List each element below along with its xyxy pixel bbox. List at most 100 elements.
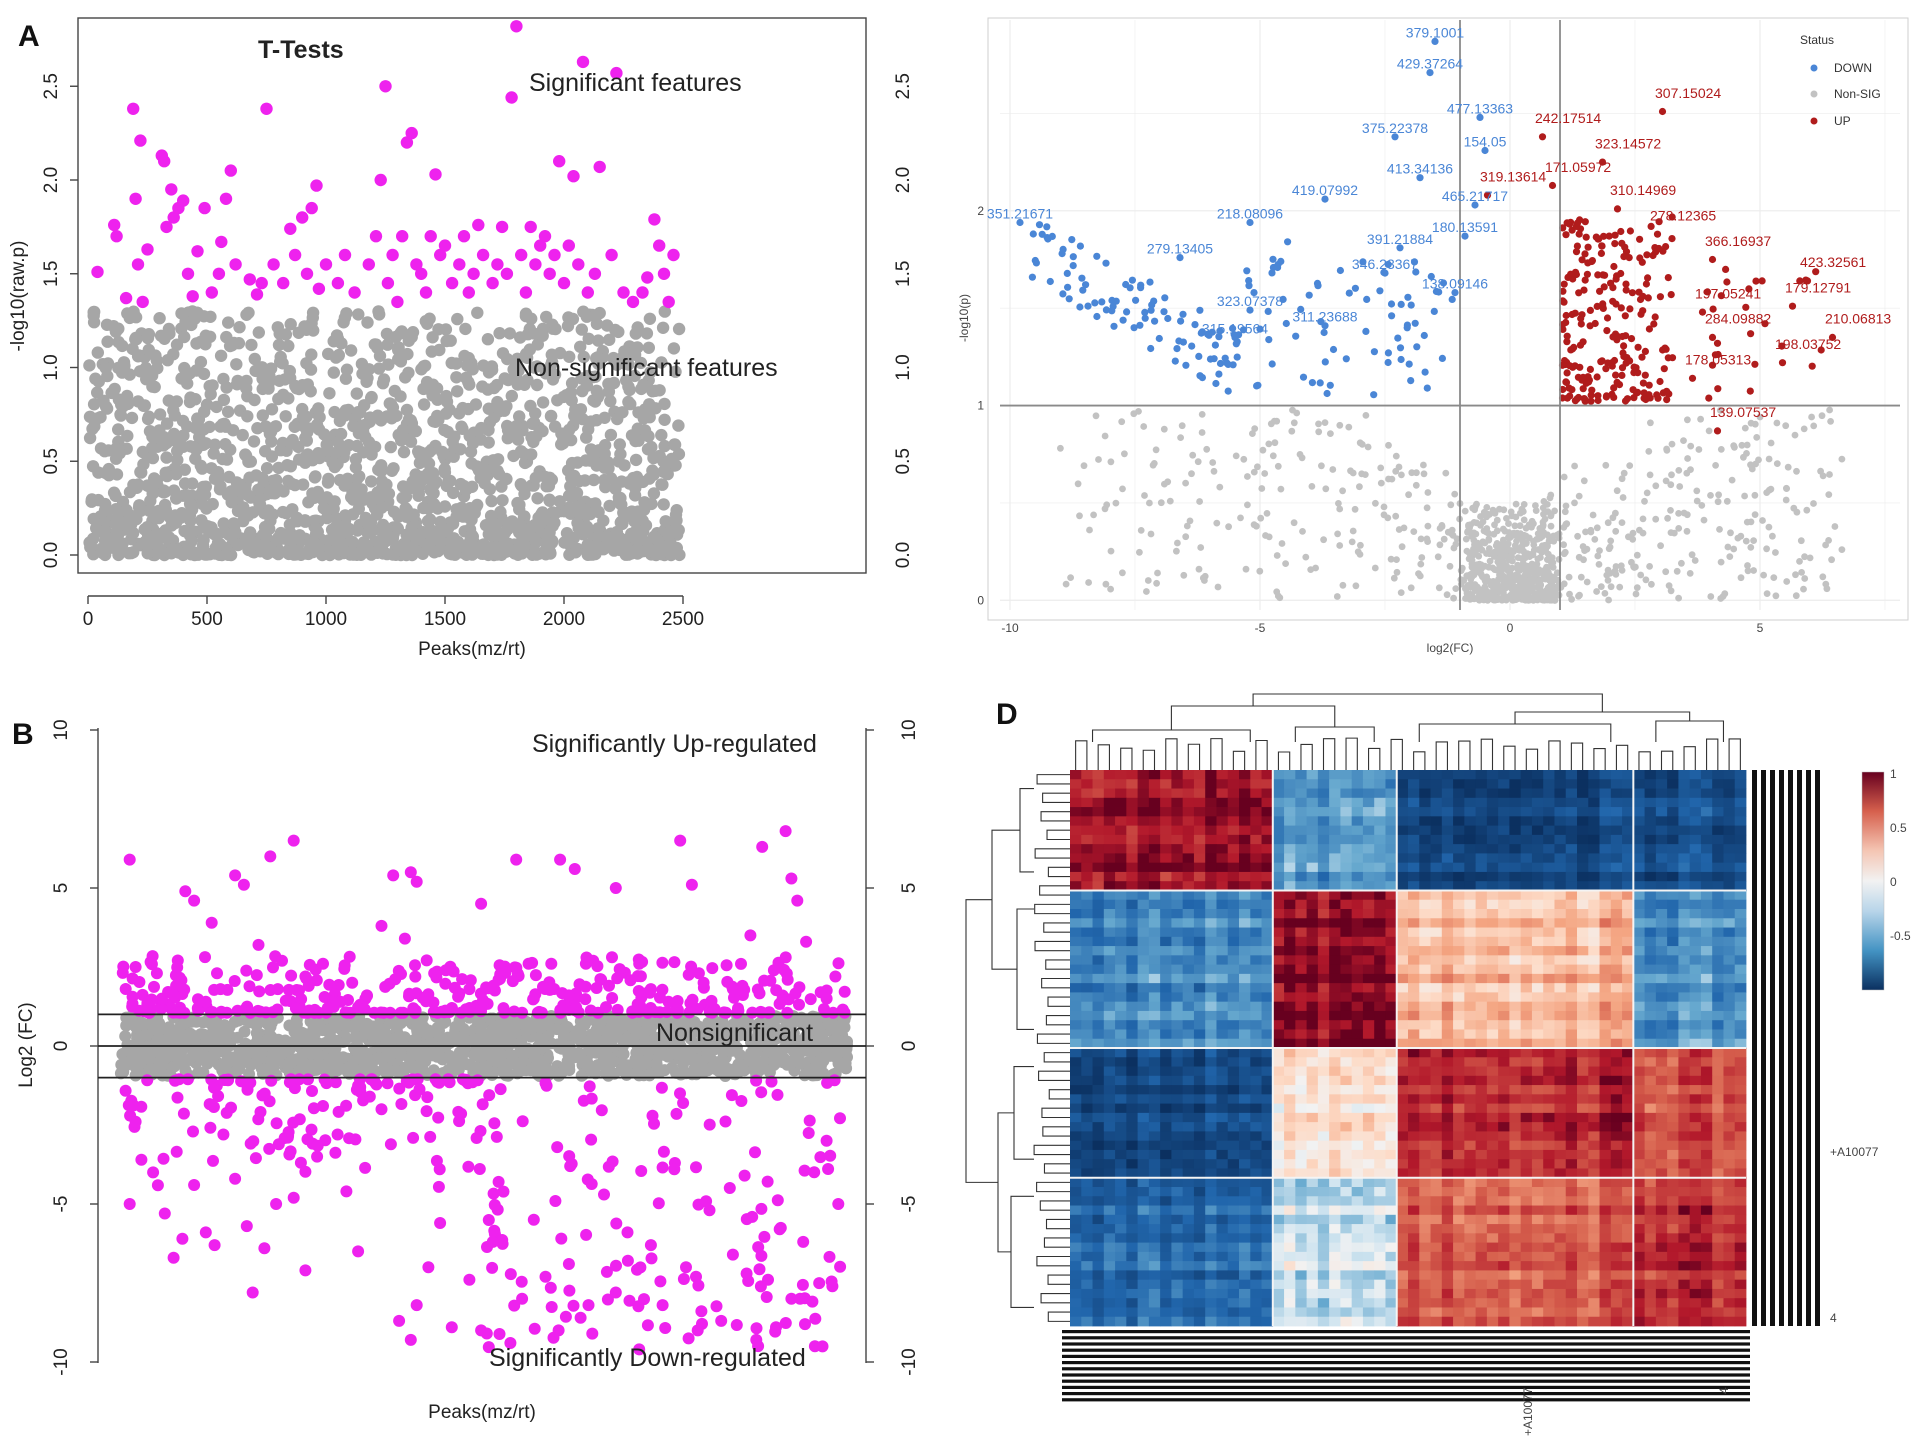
nonsig-point (1675, 594, 1682, 602)
sig-point (267, 258, 280, 271)
sig-point (834, 1260, 847, 1273)
nonsig-point (1398, 471, 1405, 479)
sig-point (127, 102, 140, 116)
sig-point (343, 1132, 356, 1145)
nonsig-point (385, 464, 399, 477)
sig-point (682, 1332, 695, 1345)
nonsig-point (99, 361, 113, 375)
nonsig-point (529, 535, 543, 549)
nonsig-point (141, 547, 154, 560)
nonsig-point (361, 316, 374, 329)
nonsig-point (397, 445, 411, 459)
sig-point (732, 1002, 744, 1015)
nonsig-point (274, 1049, 287, 1062)
nonsig-point (659, 515, 672, 528)
nonsig-point (1763, 590, 1771, 597)
nonsig-point (1451, 490, 1459, 498)
nonsig-point (366, 1030, 379, 1043)
nonsig-point (650, 1058, 663, 1071)
nonsig-point (543, 494, 556, 507)
nonsig-point (1652, 515, 1660, 523)
sig-point (486, 1235, 499, 1248)
nonsig-point (1511, 522, 1519, 530)
nonsig-point (1240, 455, 1248, 463)
sig-point (610, 1259, 622, 1272)
nonsig-point (214, 420, 227, 433)
nonsig-point (1121, 450, 1128, 458)
nonsig-point (485, 360, 499, 373)
nonsig-point (1693, 487, 1701, 495)
nonsig-point (382, 1032, 395, 1045)
nonsig-point (578, 474, 592, 487)
sig-point (600, 1001, 612, 1014)
nonsig-point (197, 367, 211, 381)
nonsig-point (1629, 535, 1637, 543)
sig-point (215, 1005, 228, 1018)
nonsig-point (1741, 424, 1749, 432)
sig-point (738, 983, 751, 996)
y-tick-label: 1.0 (41, 354, 62, 380)
nonsig-point (105, 386, 118, 400)
sig-point (393, 1314, 406, 1327)
nonsig-point (426, 380, 440, 393)
nonsig-point (227, 517, 240, 530)
nonsig-point (1750, 537, 1757, 544)
nonsig-point (539, 470, 552, 484)
nonsig-point (1561, 548, 1569, 556)
sig-point (838, 985, 851, 998)
nonsig-point (1691, 557, 1699, 564)
sig-point (256, 1089, 269, 1102)
sig-point (656, 983, 669, 996)
nonsig-point (463, 378, 476, 391)
nonsig-point (1242, 565, 1250, 573)
nonsig-point (1560, 541, 1567, 549)
nonsig-point (1107, 458, 1115, 466)
sig-point (462, 286, 475, 299)
sig-point (705, 994, 718, 1007)
sig-point (305, 1123, 318, 1136)
nonsig-point (1726, 553, 1734, 560)
nonsig-point (543, 526, 556, 539)
sig-point (570, 1001, 583, 1014)
nonsig-point (1397, 589, 1405, 596)
nonsig-point (469, 501, 482, 514)
sig-point (134, 134, 147, 147)
sig-point (312, 282, 326, 295)
nonsig-point (808, 1069, 821, 1082)
sig-point (203, 1098, 216, 1111)
sig-point (680, 1261, 692, 1274)
panel-b-annotation-nonsig: Nonsignificant (656, 1019, 813, 1047)
sig-point (287, 834, 300, 847)
sig-point (129, 961, 142, 973)
sig-point (526, 956, 539, 969)
nonsig-point (1273, 552, 1281, 559)
sig-point (758, 974, 771, 987)
nonsig-point (169, 509, 182, 522)
sig-point (585, 1133, 598, 1146)
nonsig-point (622, 509, 636, 522)
nonsig-point (1737, 574, 1745, 582)
nonsig-point (1683, 511, 1691, 519)
nonsig-point (1282, 560, 1289, 567)
sig-point (818, 1003, 830, 1016)
nonsig-point (540, 310, 553, 324)
sig-point (122, 1099, 135, 1112)
nonsig-point (344, 344, 358, 357)
nonsig-point (197, 310, 211, 323)
nonsig-point (1415, 570, 1422, 577)
nonsig-point (600, 1063, 613, 1075)
sig-point (255, 276, 268, 290)
sig-point (467, 267, 480, 280)
nonsig-point (597, 1045, 610, 1058)
sig-point (798, 1292, 811, 1305)
nonsig-point (1251, 425, 1259, 432)
sig-point (644, 983, 657, 996)
nonsig-point (1730, 545, 1738, 553)
nonsig-point (178, 361, 191, 375)
nonsig-point (1667, 529, 1675, 536)
nonsig-point (611, 539, 625, 552)
sig-point (215, 235, 228, 249)
sig-point (157, 1152, 170, 1165)
nonsig-point (1496, 505, 1503, 513)
sig-point (317, 957, 329, 970)
